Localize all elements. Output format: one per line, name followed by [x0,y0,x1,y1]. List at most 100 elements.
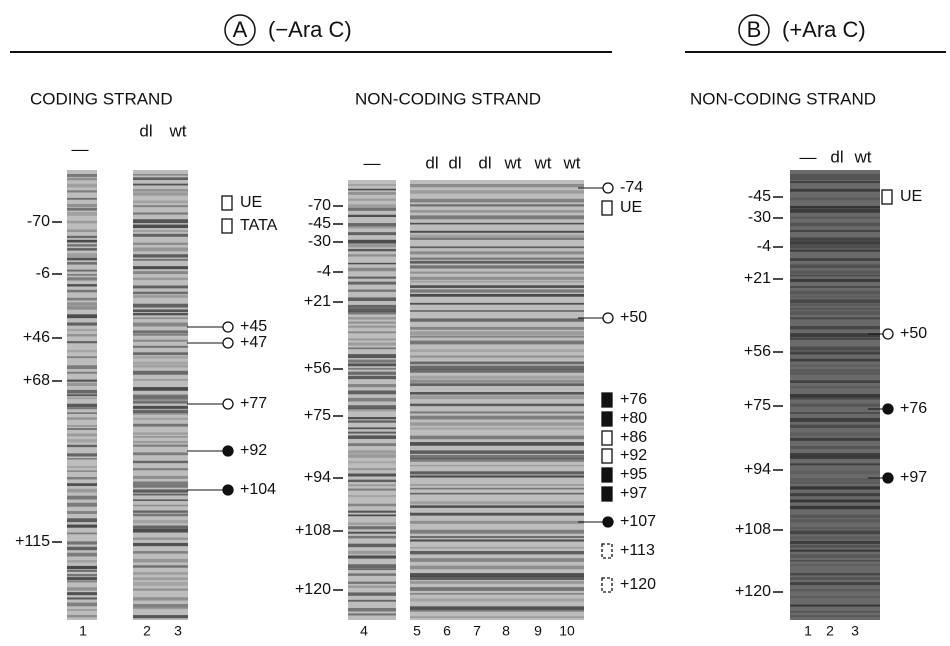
annotation-label: UE [240,194,262,211]
band [790,304,880,306]
site-marker [222,398,234,410]
band [348,267,396,272]
band [67,412,97,414]
band [348,207,396,211]
band [410,475,584,478]
band [790,412,880,414]
band [67,470,97,472]
band [348,248,396,252]
band [348,371,396,375]
band [133,577,188,581]
band [410,340,584,345]
band [410,294,584,297]
band [133,295,188,298]
band [348,232,396,236]
band [410,260,584,264]
band [67,488,97,493]
band [410,375,584,379]
band [790,514,880,518]
annotation-label: +113 [620,542,655,559]
band [410,442,584,446]
band [348,188,396,191]
region-box [601,486,613,502]
band [348,417,396,420]
band [790,290,880,295]
lane-number: 2 [143,623,151,639]
band [348,317,396,320]
band [410,435,584,440]
band [133,291,188,295]
band [348,405,396,410]
band [410,285,584,288]
band [67,322,97,326]
band [348,384,396,388]
band [790,264,880,269]
region-box [601,411,613,427]
band [348,495,396,498]
band [410,190,584,194]
band [790,337,880,340]
region-box [221,195,233,211]
band [790,582,880,586]
band [133,317,188,320]
band [133,303,188,308]
band [410,392,584,395]
annotation-label: -74 [620,179,643,196]
band [790,209,880,213]
band [348,450,396,454]
band [790,403,880,407]
section-heading: CODING STRAND [30,89,173,108]
lane-header: dl [448,153,461,172]
band [410,349,584,352]
band [410,492,584,495]
band [67,190,97,193]
band [133,504,188,507]
band [410,184,584,188]
lane-header: — [72,139,89,158]
band [790,432,880,436]
position-label: -6 [36,265,50,282]
region-box [221,218,233,234]
band [348,503,396,507]
annotation-label: +50 [900,325,927,342]
site-marker [602,182,614,194]
lane-header: wt [534,153,552,172]
band [67,518,97,523]
band [67,587,97,591]
band [790,241,880,245]
band [348,435,396,439]
band [67,466,97,468]
band [790,540,880,544]
position-label: +75 [744,397,771,414]
band [133,387,188,391]
band [67,197,97,200]
position-label: -4 [317,263,331,280]
position-label: -4 [757,238,771,255]
band [790,325,880,330]
band [348,408,396,412]
band [410,501,584,505]
band [348,420,396,423]
band [133,230,188,233]
band [348,281,396,285]
site-marker [882,403,894,415]
lane-number: 5 [413,623,421,639]
band [790,197,880,201]
position-label: -30 [748,209,771,226]
band [348,375,396,380]
band [67,502,97,507]
band [67,397,97,400]
band [133,205,188,208]
band [348,367,396,370]
band [133,572,188,575]
position-label: +94 [304,469,331,486]
band [410,616,584,619]
band [790,351,880,355]
section-heading: NON-CODING STRAND [690,89,876,108]
band [410,326,584,330]
panel-title: (+Ara C) [782,17,866,42]
band [790,188,880,192]
band [67,428,97,430]
position-label: +94 [744,461,771,478]
